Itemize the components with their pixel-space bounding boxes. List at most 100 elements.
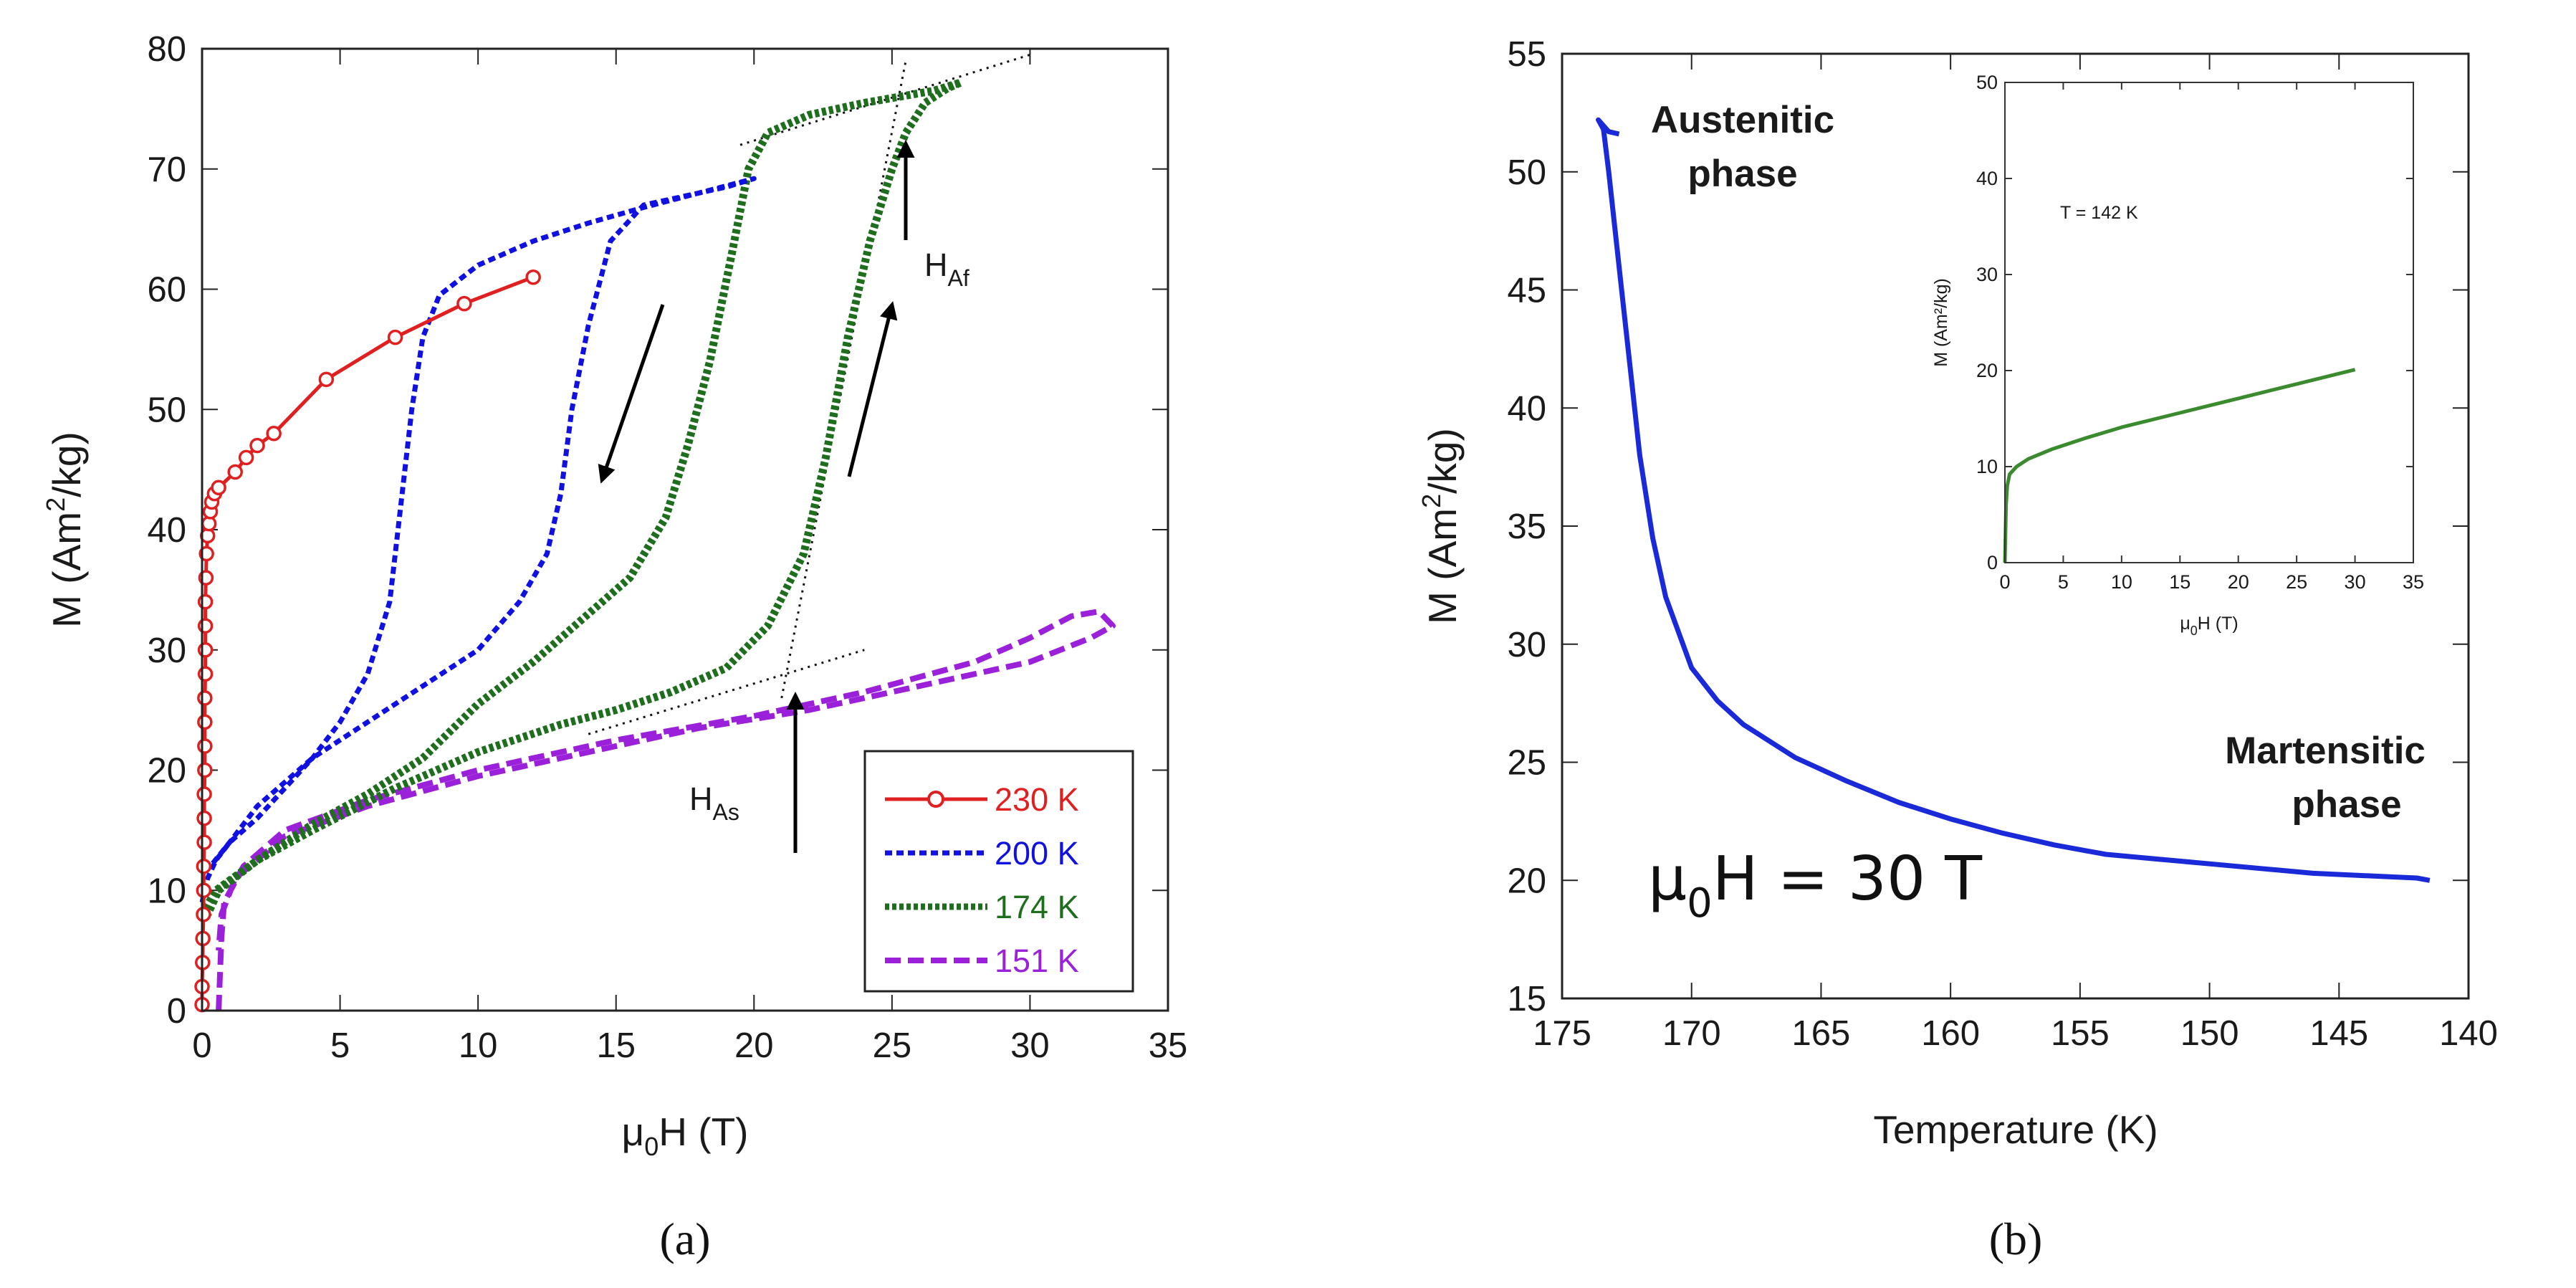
data-point-230k <box>198 545 214 562</box>
data-point-230k <box>196 882 212 898</box>
panel-a-x-axis-label: μ0H (T) <box>622 1110 749 1161</box>
inset-title: T = 142 K <box>2060 203 2138 223</box>
panel-b-x-tick-label: 140 <box>2439 1014 2498 1053</box>
panel-b-y-tick-label: 50 <box>1507 153 1546 192</box>
inset-tick-labels: 0 5 10 15 20 25 30 35 0 10 20 30 40 50 <box>1976 72 2424 593</box>
martensitic-label: Martensitic <box>2225 730 2426 772</box>
panel-a-y-tick-label: 80 <box>147 30 186 69</box>
panel-a-y-tick-label: 50 <box>147 391 186 429</box>
inset-x-tick-label: 5 <box>2058 571 2069 593</box>
inset-y-tick-label: 30 <box>1976 264 1998 285</box>
panel-a-x-tick-label: 5 <box>330 1026 350 1065</box>
panel-b-y-tick-label: 20 <box>1507 862 1546 900</box>
data-point-230k <box>197 738 213 754</box>
data-point-230k <box>196 834 212 850</box>
panel-b-x-tick-label: 175 <box>1533 1014 1591 1053</box>
panel-b-y-tick-label: 40 <box>1507 389 1546 428</box>
data-point-230k <box>266 426 282 442</box>
panel-a: 0 5 10 15 20 25 30 35 0 10 20 30 40 50 60 70 80 M (Am2/k… <box>41 30 1187 1264</box>
legend-label: 230 K <box>995 781 1079 818</box>
data-point-230k <box>197 666 214 682</box>
legend-box <box>863 750 1134 993</box>
inset-y-tick-label: 40 <box>1976 168 1998 189</box>
panel-b-y-tick-label: 15 <box>1507 980 1546 1019</box>
data-point-230k <box>197 593 214 610</box>
inset-x-axis-label: μ0H (T) <box>2180 614 2238 638</box>
data-point-230k <box>196 858 212 874</box>
inset-frame <box>2004 82 2414 563</box>
data-point-230k <box>211 480 226 496</box>
inset-x-tick-label: 20 <box>2228 571 2249 593</box>
legend-label: 151 K <box>995 943 1079 979</box>
legend-label: 200 K <box>995 835 1079 872</box>
data-point-230k <box>197 642 214 658</box>
inset-background <box>2005 82 2413 563</box>
panel-b-y-tick-label: 30 <box>1507 626 1546 664</box>
tangent-guide-line <box>739 53 1030 146</box>
data-point-230k <box>525 269 541 285</box>
inset-x-tick-label: 35 <box>2403 571 2424 593</box>
austenitic-label-2: phase <box>1687 153 1797 195</box>
series-line-174k <box>198 78 965 917</box>
series-line-200k <box>199 176 757 903</box>
inset-plot: 0 5 10 15 20 25 30 35 0 10 20 30 40 50 T = 142 K M (A… <box>1931 72 2424 638</box>
panel-a-y-tick-label: 60 <box>147 271 186 310</box>
data-point-230k <box>249 437 265 454</box>
arrow-up-icon <box>847 301 898 477</box>
panel-a-y-tick-label: 40 <box>147 511 186 550</box>
panel-a-y-tick-label: 10 <box>147 872 186 910</box>
panel-a-x-tick-label: 35 <box>1149 1026 1188 1065</box>
inset-y-tick-label: 50 <box>1976 72 1998 93</box>
panel-b-y-axis-label: M (Am2/kg) <box>1417 428 1465 624</box>
panel-a-x-tick-label: 10 <box>459 1026 498 1065</box>
panel-b-series <box>1596 117 2431 883</box>
inset-x-tick-label: 15 <box>2169 571 2190 593</box>
tangent-guide-line <box>588 649 865 735</box>
series-line-151k <box>216 609 1116 1011</box>
legend: 230 K 200 K 174 K 151 K <box>863 750 1134 993</box>
data-point-230k <box>318 371 335 388</box>
inset-x-tick-label: 30 <box>2345 571 2366 593</box>
panel-b-x-tick-label: 150 <box>2180 1014 2239 1053</box>
panel-a-x-tick-label: 20 <box>734 1026 774 1065</box>
panel-a-y-tick-label: 0 <box>167 992 186 1031</box>
data-point-230k <box>197 714 213 730</box>
data-point-230k <box>196 907 211 922</box>
panel-b: 175 170 165 160 155 150 145 1401520253035404550… <box>1417 35 2498 1264</box>
panel-a-guide-lines <box>588 53 1030 735</box>
data-point-230k <box>238 449 254 466</box>
inset-y-tick-label: 10 <box>1976 456 1998 477</box>
panel-b-x-tick-label: 155 <box>2051 1014 2110 1053</box>
inset-x-tick-label: 25 <box>2286 571 2307 593</box>
martensitic-label-2: phase <box>2292 783 2401 826</box>
has-annotation: HAs <box>689 781 739 825</box>
panel-b-tick-labels: 175 170 165 160 155 150 145 1401520253035404550… <box>1507 35 2497 1053</box>
panel-a-frame <box>201 47 1169 1012</box>
panel-b-x-tick-label: 160 <box>1921 1014 1980 1053</box>
panel-a-tick-labels: 0 5 10 15 20 25 30 35 0 10 20 30 40 50 60 70 80 <box>147 30 1187 1065</box>
panel-b-y-tick-label: 55 <box>1507 35 1546 74</box>
panel-a-x-tick-label: 15 <box>596 1026 636 1065</box>
panel-b-x-tick-label: 165 <box>1792 1014 1851 1053</box>
panel-b-y-tick-label: 25 <box>1507 744 1546 783</box>
panel-a-y-tick-label: 30 <box>147 631 186 670</box>
panel-b-x-axis-label: Temperature (K) <box>1873 1107 2158 1152</box>
inset-y-tick-label: 0 <box>1987 552 1998 573</box>
panel-a-x-tick-label: 30 <box>1010 1026 1050 1065</box>
data-point-230k <box>197 690 213 706</box>
panel-a-y-tick-label: 70 <box>147 151 186 189</box>
panel-a-x-tick-label: 25 <box>873 1026 912 1065</box>
panel-a-y-tick-label: 20 <box>147 752 186 791</box>
legend-marker <box>927 791 944 808</box>
inset-y-axis-label: M (Am²/kg) <box>1931 278 1951 367</box>
data-point-230k <box>197 762 213 778</box>
inset-series <box>2003 368 2356 563</box>
data-point-230k <box>196 810 212 826</box>
panel-b-frame <box>1561 52 2470 1000</box>
field-label: μ0H = 30 T <box>1648 844 1983 927</box>
panel-a-caption: (a) <box>659 1213 710 1264</box>
panel-b-y-tick-label: 35 <box>1507 507 1546 546</box>
data-point-230k <box>197 618 214 634</box>
inset-series-line <box>2003 368 2356 563</box>
